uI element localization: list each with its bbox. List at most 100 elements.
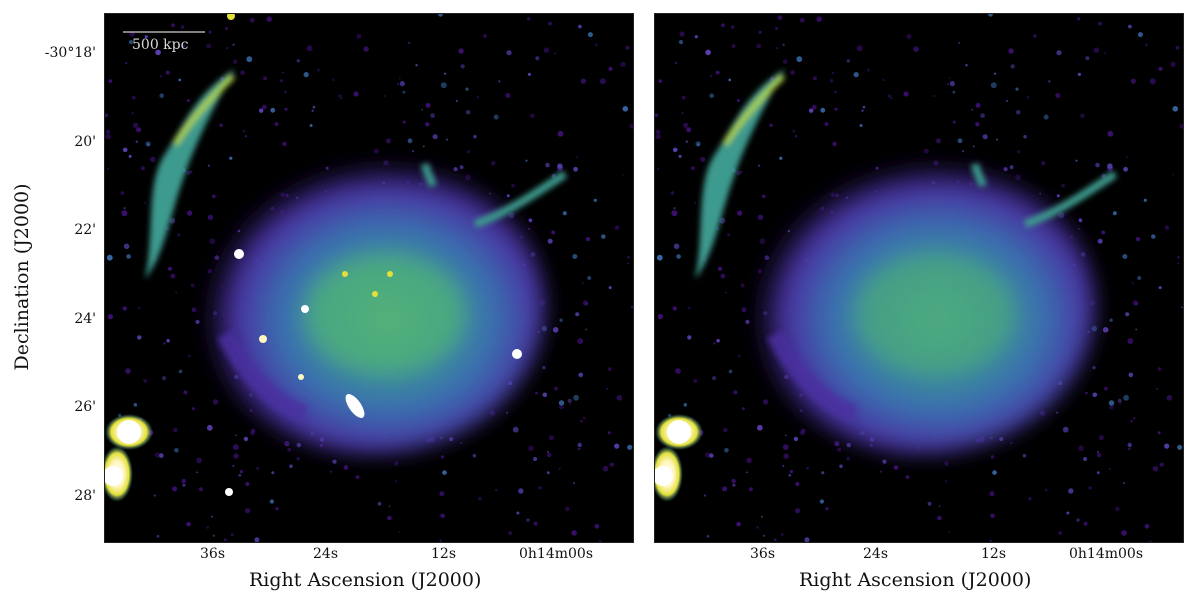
noise-speckle (923, 148, 929, 154)
noise-speckle (903, 91, 909, 97)
noise-speckle (948, 77, 951, 80)
noise-speckle (779, 156, 783, 160)
noise-speckle (958, 41, 961, 44)
noise-speckle (757, 214, 764, 220)
noise-speckle (688, 307, 691, 310)
noise-speckle (303, 72, 309, 78)
noise-speckle (547, 453, 552, 458)
residual-bright-sources (655, 414, 703, 502)
noise-speckle (880, 470, 882, 473)
noise-speckle (937, 515, 942, 521)
noise-speckle (832, 141, 837, 147)
noise-speckle (1016, 110, 1021, 115)
noise-speckle (777, 15, 783, 20)
noise-speckle (575, 156, 579, 159)
noise-speckle (893, 465, 899, 470)
noise-speckle (178, 78, 181, 82)
noise-speckle (577, 338, 584, 344)
noise-speckle (733, 390, 738, 395)
noise-speckle (1127, 442, 1132, 448)
noise-speckle (809, 108, 814, 113)
noise-speckle (182, 483, 186, 487)
noise-speckle (1003, 167, 1008, 172)
noise-speckle (583, 417, 586, 420)
noise-speckle (1109, 318, 1113, 322)
noise-speckle (558, 400, 565, 406)
noise-speckle (155, 49, 161, 56)
x-axis-label: Right Ascension (J2000) (799, 569, 1032, 591)
noise-speckle (1119, 402, 1122, 405)
noise-speckle (1158, 286, 1162, 290)
noise-speckle (585, 328, 588, 331)
noise-speckle (181, 44, 186, 48)
noise-speckle (206, 424, 213, 431)
noise-speckle (528, 218, 533, 223)
noise-speckle (105, 133, 111, 140)
noise-speckle (386, 138, 391, 144)
noise-speckle (1015, 174, 1021, 181)
noise-speckle (1098, 21, 1102, 26)
noise-speckle (888, 94, 892, 98)
y-tick-label: 24' (74, 311, 96, 327)
noise-speckle (625, 45, 630, 50)
noise-speckle (1133, 417, 1136, 420)
noise-speckle (440, 82, 447, 89)
noise-speckle (573, 166, 578, 172)
noise-speckle (1164, 443, 1170, 449)
noise-speckle (927, 501, 932, 506)
noise-speckle (121, 210, 128, 217)
noise-speckle (989, 539, 992, 542)
noise-speckle (421, 109, 423, 111)
noise-speckle (1092, 392, 1098, 398)
noise-speckle (710, 75, 712, 78)
noise-speckle (542, 366, 546, 370)
noise-speckle (526, 518, 530, 522)
noise-speckle (736, 521, 741, 527)
noise-speckle (398, 531, 401, 534)
noise-speckle (1123, 482, 1125, 484)
noise-speckle (905, 475, 910, 479)
noise-speckle (655, 129, 661, 134)
noise-speckle (614, 443, 620, 449)
noise-speckle (1108, 467, 1111, 470)
noise-speckle (740, 283, 745, 288)
noise-speckle (282, 141, 287, 147)
noise-speckle (782, 444, 789, 451)
noise-speckle (1137, 276, 1142, 280)
noise-speckle (671, 210, 678, 217)
noise-speckle (144, 201, 147, 204)
noise-speckle (296, 59, 300, 63)
noise-speckle (725, 291, 727, 294)
noise-speckle (1033, 34, 1037, 38)
noise-speckle (587, 32, 593, 38)
noise-speckle (824, 122, 829, 127)
noise-speckle (1164, 225, 1170, 230)
noise-speckle (355, 475, 360, 479)
noise-speckle (449, 437, 454, 442)
noise-speckle (1121, 530, 1127, 536)
diffuse-halo (745, 154, 1095, 454)
noise-speckle (1156, 387, 1159, 390)
noise-speckle (721, 23, 725, 28)
noise-speckle (853, 72, 859, 78)
noise-speckle (442, 470, 447, 475)
noise-speckle (834, 107, 838, 111)
noise-speckle (1101, 230, 1106, 235)
noise-speckle (567, 398, 572, 403)
noise-speckle (159, 93, 164, 98)
noise-speckle (846, 457, 849, 459)
noise-speckle (467, 150, 470, 154)
noise-speckle (284, 107, 288, 111)
noise-speckle (453, 167, 458, 172)
noise-speckle (535, 391, 538, 395)
noise-speckle (1022, 453, 1027, 458)
noise-speckle (505, 93, 511, 98)
noise-speckle (990, 513, 995, 519)
noise-speckle (546, 471, 550, 475)
noise-speckle (996, 138, 999, 141)
x-tick-label: 24s (313, 546, 338, 562)
noise-speckle (541, 325, 547, 332)
noise-speckle (609, 462, 614, 467)
x-tick-label: 36s (200, 546, 225, 562)
noise-speckle (187, 354, 191, 358)
